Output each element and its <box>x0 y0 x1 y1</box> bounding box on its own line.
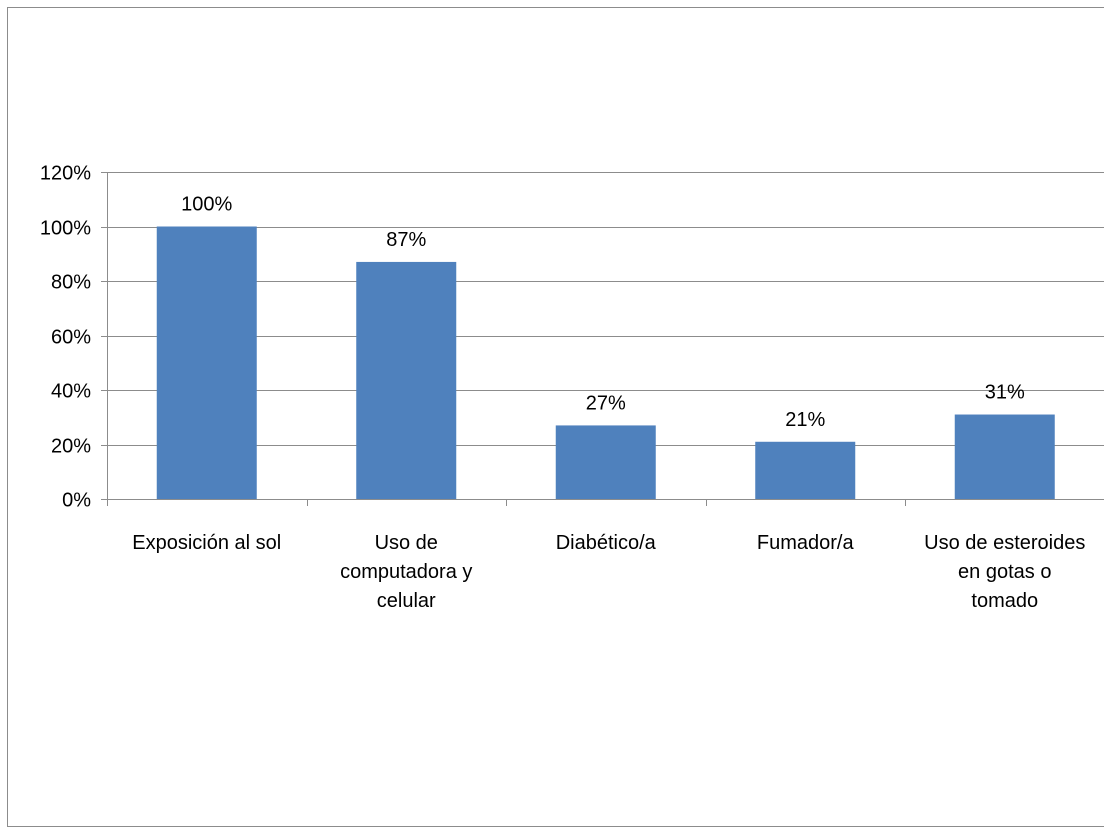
x-category-label: computadora y <box>340 561 472 583</box>
y-tick-label: 80% <box>51 272 91 294</box>
x-category-label: tomado <box>971 590 1038 612</box>
x-category-label: celular <box>377 590 436 612</box>
x-category-label: Diabético/a <box>556 532 657 554</box>
y-tick-label: 0% <box>62 490 91 512</box>
x-category-label: Uso de <box>375 532 438 554</box>
data-label: 100% <box>181 194 232 216</box>
x-category-label: Exposición al sol <box>132 532 281 554</box>
x-category-label: Uso de esteroides <box>924 532 1085 554</box>
data-label: 87% <box>386 229 426 251</box>
y-tick-label: 40% <box>51 381 91 403</box>
bar <box>954 414 1055 499</box>
x-category-label: Fumador/a <box>757 532 855 554</box>
y-tick-label: 100% <box>40 218 91 240</box>
y-tick-label: 20% <box>51 436 91 458</box>
y-tick-label: 60% <box>51 327 91 349</box>
y-tick-label: 120% <box>40 163 91 185</box>
bar <box>755 441 856 499</box>
bar <box>356 261 457 499</box>
bar <box>555 425 656 499</box>
data-label: 21% <box>785 409 825 431</box>
data-label: 31% <box>985 382 1025 404</box>
x-category-label: en gotas o <box>958 561 1051 583</box>
data-label: 27% <box>586 392 626 414</box>
bar <box>156 226 257 499</box>
